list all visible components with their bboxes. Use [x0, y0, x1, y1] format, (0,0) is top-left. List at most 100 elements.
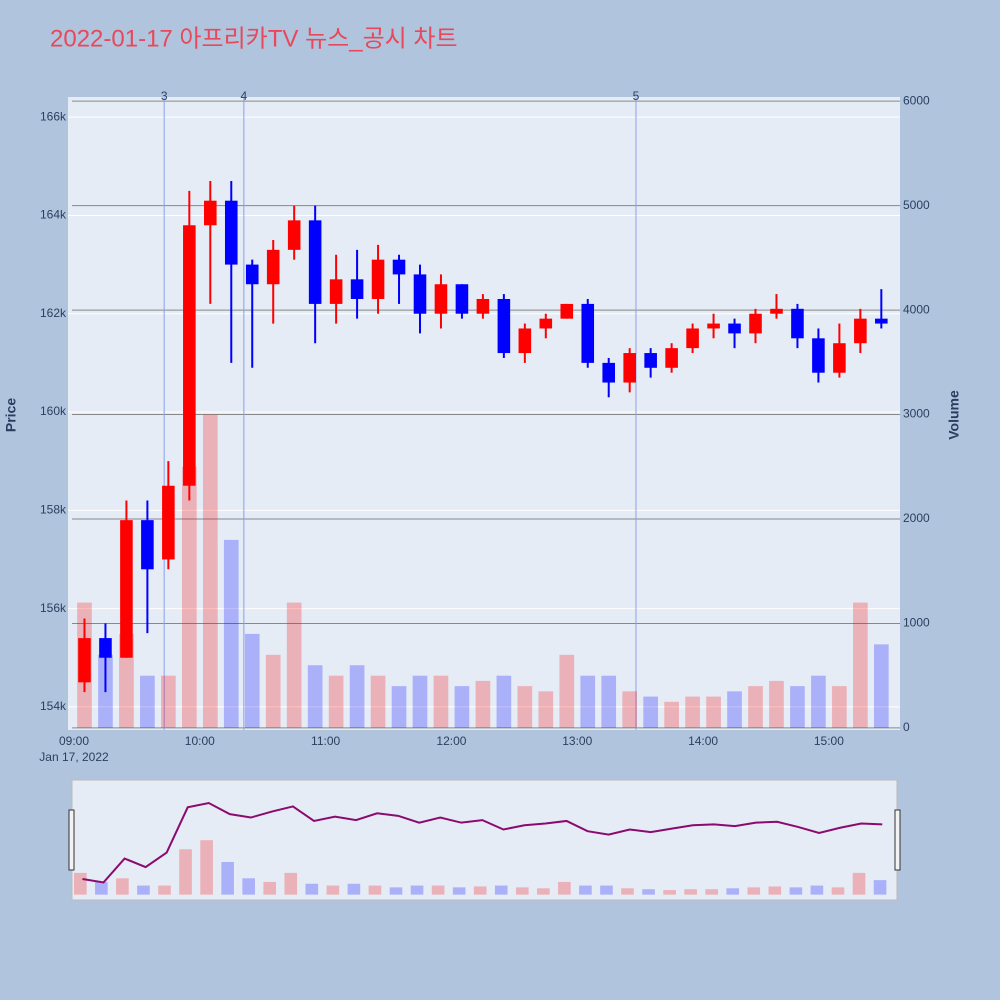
candle-body	[602, 362, 616, 383]
y2-tick-label: 0	[903, 720, 910, 734]
candle-body	[308, 220, 322, 304]
y-tick-label: 162k	[40, 306, 67, 320]
candle-body	[329, 279, 343, 304]
mini-price-line	[82, 801, 883, 884]
candle-body	[707, 323, 720, 329]
candle-body	[497, 298, 511, 354]
candle-body	[581, 303, 595, 363]
mini-volume-bar	[179, 849, 192, 895]
candle-body	[245, 264, 259, 285]
mini-volume-bar	[431, 885, 445, 895]
mini-volume-bar	[347, 883, 361, 895]
candle-body	[770, 308, 783, 314]
y-tick-label: 156k	[40, 601, 67, 615]
x-tick-label: 14:00	[688, 734, 718, 748]
candle-body	[78, 638, 91, 683]
candle-body	[539, 318, 553, 329]
volume-bar	[643, 696, 658, 728]
candle-body	[224, 200, 238, 265]
x-tick-label: 15:00	[814, 734, 844, 748]
y-tick-label: 160k	[40, 404, 67, 418]
volume-bar	[265, 654, 281, 728]
mini-volume-bar	[873, 880, 887, 895]
mini-volume-bar	[326, 885, 340, 895]
candle-body	[875, 318, 888, 324]
mini-volume-bar	[747, 887, 761, 895]
volume-bar	[727, 691, 742, 728]
mini-volume-bar	[726, 888, 740, 895]
range-handle[interactable]	[68, 809, 75, 871]
y-tick-label: 158k	[40, 502, 67, 516]
volume-bar	[685, 696, 700, 728]
event-label: 4	[241, 89, 248, 103]
volume-bar	[622, 691, 638, 728]
mini-volume-bar	[452, 887, 466, 895]
y2-axis-title: Volume	[946, 390, 962, 440]
mini-volume-bar	[768, 886, 782, 895]
mini-volume-bar	[221, 861, 234, 895]
mini-volume-bar	[473, 886, 487, 895]
mini-volume-bar	[494, 885, 508, 895]
y-tick-label: 166k	[40, 109, 67, 123]
volume-bar	[454, 686, 470, 728]
event-label: 3	[161, 89, 168, 103]
volume-bar	[664, 701, 679, 728]
y-tick-label: 164k	[40, 208, 67, 222]
mini-volume-bar	[831, 887, 845, 895]
mini-volume-bar	[158, 885, 171, 895]
candle-body	[728, 323, 741, 334]
range-slider[interactable]	[71, 779, 898, 901]
volume-bar	[181, 466, 197, 728]
volume-bar	[202, 414, 218, 728]
candle-body	[120, 520, 133, 658]
volume-bar	[223, 539, 239, 728]
volume-bar	[496, 675, 512, 728]
mini-volume-bar	[852, 872, 866, 895]
x-tick-label: 09:00	[59, 734, 89, 748]
volume-bar	[328, 675, 344, 728]
y-tick-label: 154k	[40, 699, 67, 713]
mini-volume-bar	[137, 885, 150, 895]
candle-body	[99, 638, 112, 658]
mini-volume-bar	[600, 885, 613, 895]
candle-body	[791, 308, 804, 339]
mini-volume-bar	[579, 885, 592, 895]
mini-volume-bar	[95, 881, 108, 895]
volume-bar	[706, 696, 721, 728]
volume-bar	[559, 654, 575, 728]
volume-bar	[853, 602, 868, 728]
mini-volume-bar	[810, 885, 824, 895]
candle-body	[455, 284, 469, 314]
candle-body	[392, 259, 406, 275]
candle-body	[476, 298, 490, 314]
candle-body	[623, 353, 636, 383]
volume-bar	[748, 686, 763, 728]
y2-tick-label: 6000	[903, 93, 930, 107]
candle-body	[434, 284, 448, 314]
y2-tick-label: 5000	[903, 198, 930, 212]
mini-volume-bar	[242, 878, 255, 895]
candle-body	[204, 200, 217, 226]
candle-body	[686, 328, 699, 349]
mini-volume-bar	[305, 883, 319, 895]
volume-bar	[873, 644, 889, 728]
volume-bar	[412, 675, 428, 728]
mini-volume-bar	[684, 889, 697, 895]
volume-bar	[832, 686, 847, 728]
volume-bar	[244, 633, 260, 728]
volume-bar	[161, 675, 176, 728]
candle-body	[665, 348, 678, 368]
mini-volume-bar	[200, 840, 213, 895]
volume-bar	[286, 602, 302, 728]
candle-body	[749, 313, 762, 334]
mini-volume-bar	[558, 881, 571, 895]
volume-bar	[811, 675, 826, 728]
candle-body	[287, 220, 301, 250]
range-handle[interactable]	[894, 809, 901, 871]
candle-body	[833, 343, 846, 373]
volume-bar	[370, 675, 386, 728]
mini-volume-bar	[74, 872, 87, 895]
y-axis-title: Price	[3, 398, 19, 432]
volume-bar	[307, 665, 323, 728]
